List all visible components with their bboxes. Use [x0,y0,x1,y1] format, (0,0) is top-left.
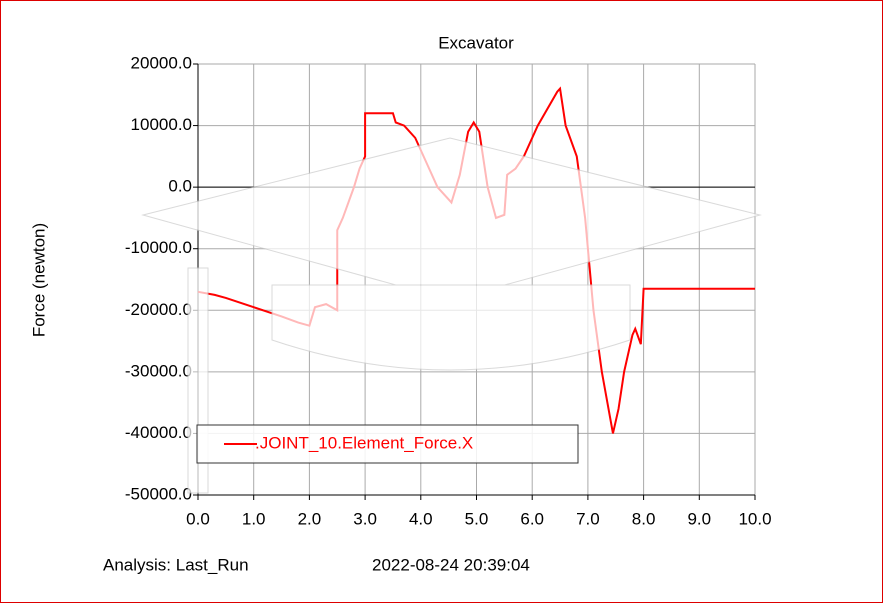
legend-label: .JOINT_10.Element_Force.X [255,433,473,452]
timestamp: 2022-08-24 20:39:04 [372,555,530,574]
x-tick-label: 8.0 [632,509,656,528]
x-tick-label: 10.0 [738,509,771,528]
x-tick-label: 6.0 [520,509,544,528]
x-tick-label: 1.0 [242,509,266,528]
y-axis-label: Force (newton) [29,223,48,337]
x-tick-label: 7.0 [576,509,600,528]
watermark-shape [271,284,631,371]
watermark-shape [141,137,762,301]
x-tick-label: 3.0 [353,509,377,528]
y-tick-label: -30000.0 [125,361,192,380]
y-tick-label: 0.0 [168,177,192,196]
x-tick-label: 2.0 [298,509,322,528]
y-tick-label: -40000.0 [125,423,192,442]
x-tick-label: 5.0 [465,509,489,528]
y-tick-label: -10000.0 [125,238,192,257]
y-tick-label: 20000.0 [131,53,192,72]
y-tick-label: 10000.0 [131,115,192,134]
y-tick-label: -50000.0 [125,484,192,503]
x-tick-label: 4.0 [409,509,433,528]
analysis-label: Analysis: Last_Run [103,555,249,574]
watermark [141,137,762,494]
x-tick-label: 0.0 [186,509,210,528]
chart-title: Excavator [438,33,514,52]
x-tick-label: 9.0 [687,509,711,528]
y-tick-label: -20000.0 [125,300,192,319]
legend-box [196,424,579,464]
